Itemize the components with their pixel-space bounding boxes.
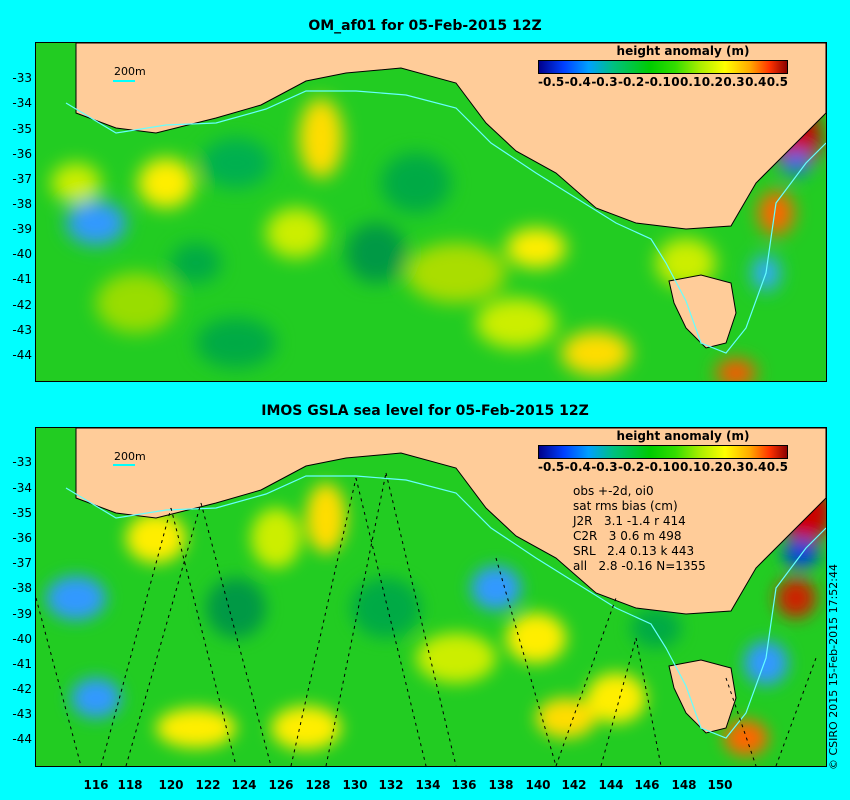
lat-tick: -35	[12, 506, 32, 520]
lat-tick: -38	[12, 197, 32, 211]
lon-tick: 124	[231, 778, 257, 792]
lat-tick: -43	[12, 323, 32, 337]
top-scale-bar	[113, 80, 135, 82]
satellite-tracks	[36, 472, 817, 766]
cbar-tick: -0.2	[617, 460, 645, 474]
cbar-tick: -0.2	[617, 75, 645, 89]
stats-line: sat rms bias (cm)	[573, 499, 678, 513]
lon-tick: 126	[268, 778, 294, 792]
lat-tick: -40	[12, 247, 32, 261]
lat-tick: -37	[12, 172, 32, 186]
top-200m-contour	[65, 90, 826, 354]
cbar-tick: -0.1	[644, 75, 671, 89]
lat-tick: -41	[12, 657, 32, 671]
cbar-tick: -0.1	[644, 460, 671, 474]
top-map	[35, 42, 827, 382]
cbar-tick: -0.4	[564, 460, 591, 474]
bottom-mainland	[75, 428, 826, 615]
lat-tick: -33	[12, 455, 32, 469]
cbar-tick: 0	[671, 460, 680, 474]
lat-tick: -36	[12, 147, 32, 161]
lat-tick: -37	[12, 556, 32, 570]
bottom-map-svg	[36, 428, 826, 766]
lon-tick: 146	[634, 778, 660, 792]
stats-line: C2R 3 0.6 m 498	[573, 529, 682, 543]
cbar-tick: 0.2	[701, 460, 723, 474]
lon-tick: 140	[525, 778, 551, 792]
lat-tick: -41	[12, 272, 32, 286]
copyright-credit: © CSIRO 2015 15-Feb-2015 17:52:44	[827, 564, 840, 770]
lat-tick: -36	[12, 531, 32, 545]
bottom-scale-label: 200m	[114, 450, 146, 463]
lon-tick: 144	[598, 778, 624, 792]
stats-line: J2R 3.1 -1.4 r 414	[573, 514, 686, 528]
stats-line: obs +-2d, oi0	[573, 484, 654, 498]
top-scale-label: 200m	[114, 65, 146, 78]
lon-tick: 134	[415, 778, 441, 792]
cbar-tick: 0.5	[766, 75, 788, 89]
cbar-tick: -0.3	[591, 75, 618, 89]
cbar-tick: 0.1	[680, 460, 702, 474]
lon-tick: 120	[158, 778, 184, 792]
stats-line: all 2.8 -0.16 N=1355	[573, 559, 706, 573]
top-panel-title: OM_af01 for 05-Feb-2015 12Z	[308, 18, 542, 34]
bottom-colorbar-strip	[538, 445, 788, 459]
top-colorbar: height anomaly (m) -0.5 -0.4 -0.3 -0.2 -…	[538, 44, 788, 89]
top-colorbar-strip	[538, 60, 788, 74]
top-map-svg	[36, 43, 826, 381]
cbar-tick: 0.5	[766, 460, 788, 474]
top-colorbar-title: height anomaly (m)	[616, 44, 750, 58]
cbar-tick: -0.5	[538, 75, 565, 89]
top-mainland	[75, 43, 826, 230]
cbar-tick: -0.4	[564, 75, 591, 89]
stats-line: SRL 2.4 0.13 k 443	[573, 544, 695, 558]
altimetry-stats: obs +-2d, oi0 sat rms bias (cm) J2R 3.1 -1…	[573, 484, 706, 574]
lat-tick: -44	[12, 348, 32, 362]
lat-tick: -39	[12, 222, 32, 236]
lon-tick: 148	[671, 778, 697, 792]
cbar-tick: 0.1	[680, 75, 702, 89]
bottom-scale-bar	[113, 464, 135, 466]
bottom-colorbar-title: height anomaly (m)	[616, 429, 750, 443]
lat-tick: -42	[12, 682, 32, 696]
lat-tick: -39	[12, 607, 32, 621]
bottom-tasmania	[668, 659, 737, 734]
lon-tick: 150	[707, 778, 733, 792]
lon-tick: 118	[117, 778, 143, 792]
bottom-200m-contour	[65, 475, 826, 739]
lon-tick: 128	[305, 778, 331, 792]
top-tasmania	[668, 274, 737, 349]
cbar-tick: -0.5	[538, 460, 565, 474]
lon-tick: 122	[195, 778, 221, 792]
cbar-tick: 0.3	[723, 460, 745, 474]
lon-tick: 132	[378, 778, 404, 792]
lon-tick: 136	[451, 778, 477, 792]
bottom-colorbar: height anomaly (m) -0.5 -0.4 -0.3 -0.2 -…	[538, 429, 788, 474]
bottom-map	[35, 427, 827, 767]
lat-tick: -42	[12, 298, 32, 312]
lon-tick: 130	[342, 778, 368, 792]
lat-tick: -44	[12, 732, 32, 746]
cbar-tick: 0.4	[745, 460, 767, 474]
lat-tick: -34	[12, 481, 32, 495]
cbar-tick: -0.3	[591, 460, 618, 474]
lat-tick: -34	[12, 96, 32, 110]
lat-tick: -38	[12, 581, 32, 595]
lat-tick: -40	[12, 632, 32, 646]
lat-tick: -35	[12, 122, 32, 136]
lat-tick: -43	[12, 707, 32, 721]
lat-tick: -33	[12, 71, 32, 85]
top-colorbar-ticks: -0.5 -0.4 -0.3 -0.2 -0.1 0 0.1 0.2 0.3 0…	[538, 75, 788, 89]
cbar-tick: 0	[671, 75, 680, 89]
lon-tick: 116	[83, 778, 109, 792]
bottom-panel-title: IMOS GSLA sea level for 05-Feb-2015 12Z	[261, 403, 589, 419]
cbar-tick: 0.4	[745, 75, 767, 89]
lon-tick: 138	[488, 778, 514, 792]
lon-tick: 142	[561, 778, 587, 792]
cbar-tick: 0.2	[701, 75, 723, 89]
cbar-tick: 0.3	[723, 75, 745, 89]
bottom-colorbar-ticks: -0.5 -0.4 -0.3 -0.2 -0.1 0 0.1 0.2 0.3 0…	[538, 460, 788, 474]
